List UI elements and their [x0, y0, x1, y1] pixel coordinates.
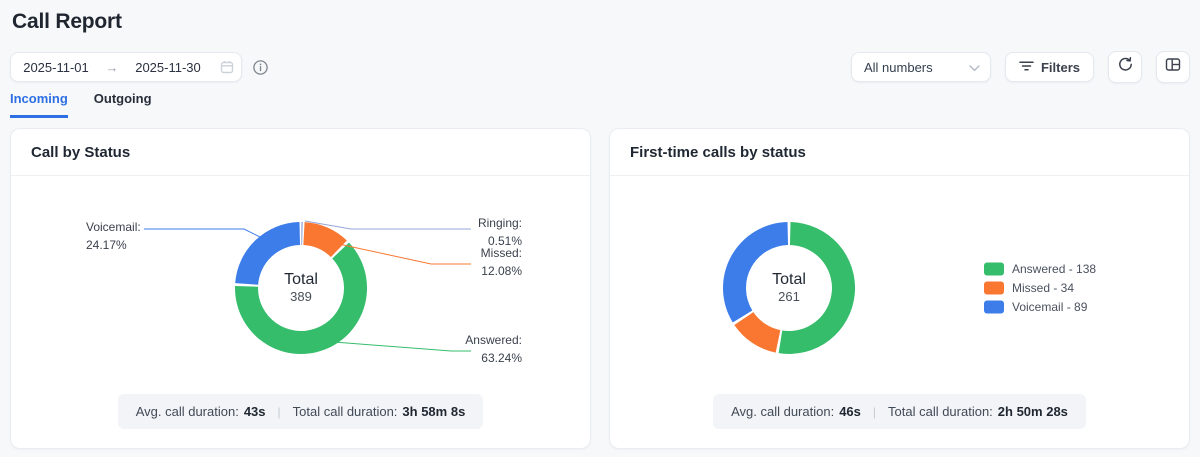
layout-panel-button[interactable]: [1156, 51, 1190, 83]
filters-button[interactable]: Filters: [1004, 52, 1094, 82]
footer-divider: |: [277, 404, 281, 419]
donut-center-value: 261: [778, 289, 800, 304]
donut-center-label: Total: [284, 271, 318, 288]
legend-label-answered: Answered - 138: [1012, 262, 1096, 276]
legend-swatch-missed[interactable]: [984, 281, 1004, 295]
donut-slice-voicemail[interactable]: [235, 222, 301, 285]
donut-center-value: 389: [290, 289, 312, 304]
date-to-input[interactable]: 2025-11-30: [135, 59, 201, 75]
legend-swatch-voicemail[interactable]: [984, 300, 1004, 314]
date-range-picker[interactable]: 2025-11-01 → 2025-11-30: [10, 52, 242, 82]
numbers-select-value: All numbers: [863, 59, 933, 75]
callout-line-ringing: [304, 220, 471, 230]
tab-bar: Incoming Outgoing: [10, 91, 152, 118]
callout-name-ringing: Ringing:: [478, 216, 522, 230]
donut-slice-voicemail[interactable]: [723, 222, 789, 323]
total-duration-value: 2h 50m 28s: [997, 404, 1068, 419]
info-icon[interactable]: [252, 59, 269, 76]
card-footer: Avg. call duration: 46s | Total call dur…: [610, 394, 1189, 429]
callout-name-answered: Answered:: [465, 333, 522, 347]
layout-panel-icon: [1164, 56, 1182, 78]
footer-divider: |: [872, 404, 877, 419]
numbers-select[interactable]: All numbers: [850, 52, 991, 82]
donut-slice-missed[interactable]: [734, 312, 781, 353]
callout-line-voicemail: [144, 228, 263, 239]
tab-incoming[interactable]: Incoming: [10, 91, 68, 118]
callout-name-voicemail: Voicemail:: [86, 220, 141, 234]
callout-pct-answered: 63.24%: [481, 351, 522, 365]
avg-duration-value: 46s: [839, 404, 861, 419]
callout-line-missed: [333, 242, 471, 265]
refresh-icon: [1117, 56, 1134, 78]
total-duration-label: Total call duration:: [292, 404, 398, 419]
arrow-right-icon: →: [105, 59, 119, 75]
call-by-status-chart: Total 389 Ringing: 0.51% Missed: 12.08% Answer…: [11, 176, 590, 391]
donut-slice-answered[interactable]: [235, 242, 368, 355]
first-time-calls-chart: Total 261 Answered - 138 Missed - 34 Voicema…: [610, 176, 1189, 391]
callout-line-answered: [333, 341, 471, 352]
duration-summary: Avg. call duration: 43s | Total call dur…: [117, 394, 484, 429]
donut-slice-ringing[interactable]: [301, 222, 303, 246]
page-title: Call Report: [12, 10, 122, 33]
card-title: First-time calls by status: [610, 129, 1189, 176]
toolbar: 2025-11-01 → 2025-11-30 All numbers: [10, 51, 1190, 83]
total-duration-label: Total call duration:: [888, 404, 993, 419]
card-footer: Avg. call duration: 43s | Total call dur…: [11, 394, 590, 429]
donut-center-label: Total: [772, 271, 806, 288]
toolbar-right-group: All numbers Filters: [850, 51, 1190, 83]
card-call-by-status: Call by Status Total 389 Ringing: 0.51% Miss…: [10, 128, 591, 449]
duration-summary: Avg. call duration: 46s | Total call dur…: [713, 394, 1086, 429]
callout-pct-voicemail: 24.17%: [86, 238, 127, 252]
calendar-icon[interactable]: [213, 59, 241, 75]
date-from-input[interactable]: 2025-11-01: [23, 59, 89, 75]
filter-icon: [1019, 59, 1034, 76]
card-title: Call by Status: [11, 129, 590, 176]
total-duration-value: 3h 58m 8s: [402, 404, 466, 419]
cards-row: Call by Status Total 389 Ringing: 0.51% Miss…: [10, 128, 1190, 449]
avg-duration-value: 43s: [243, 404, 266, 419]
donut-slice-missed[interactable]: [303, 222, 347, 258]
card-first-time-calls: First-time calls by status Total 261 Answe…: [609, 128, 1190, 449]
callout-pct-ringing: 0.51%: [488, 234, 522, 248]
avg-duration-label: Avg. call duration:: [135, 404, 239, 419]
tab-outgoing[interactable]: Outgoing: [93, 91, 152, 106]
legend-label-voicemail: Voicemail - 89: [1012, 300, 1088, 314]
filters-button-label: Filters: [1040, 59, 1080, 75]
refresh-button[interactable]: [1108, 51, 1142, 83]
legend-label-missed: Missed - 34: [1012, 281, 1074, 295]
chevron-down-icon: [969, 60, 980, 75]
callout-name-missed: Missed:: [481, 246, 522, 260]
donut-slice-answered[interactable]: [778, 222, 856, 355]
callout-pct-missed: 12.08%: [481, 264, 522, 278]
legend-swatch-answered[interactable]: [984, 262, 1004, 276]
avg-duration-label: Avg. call duration:: [731, 404, 835, 419]
